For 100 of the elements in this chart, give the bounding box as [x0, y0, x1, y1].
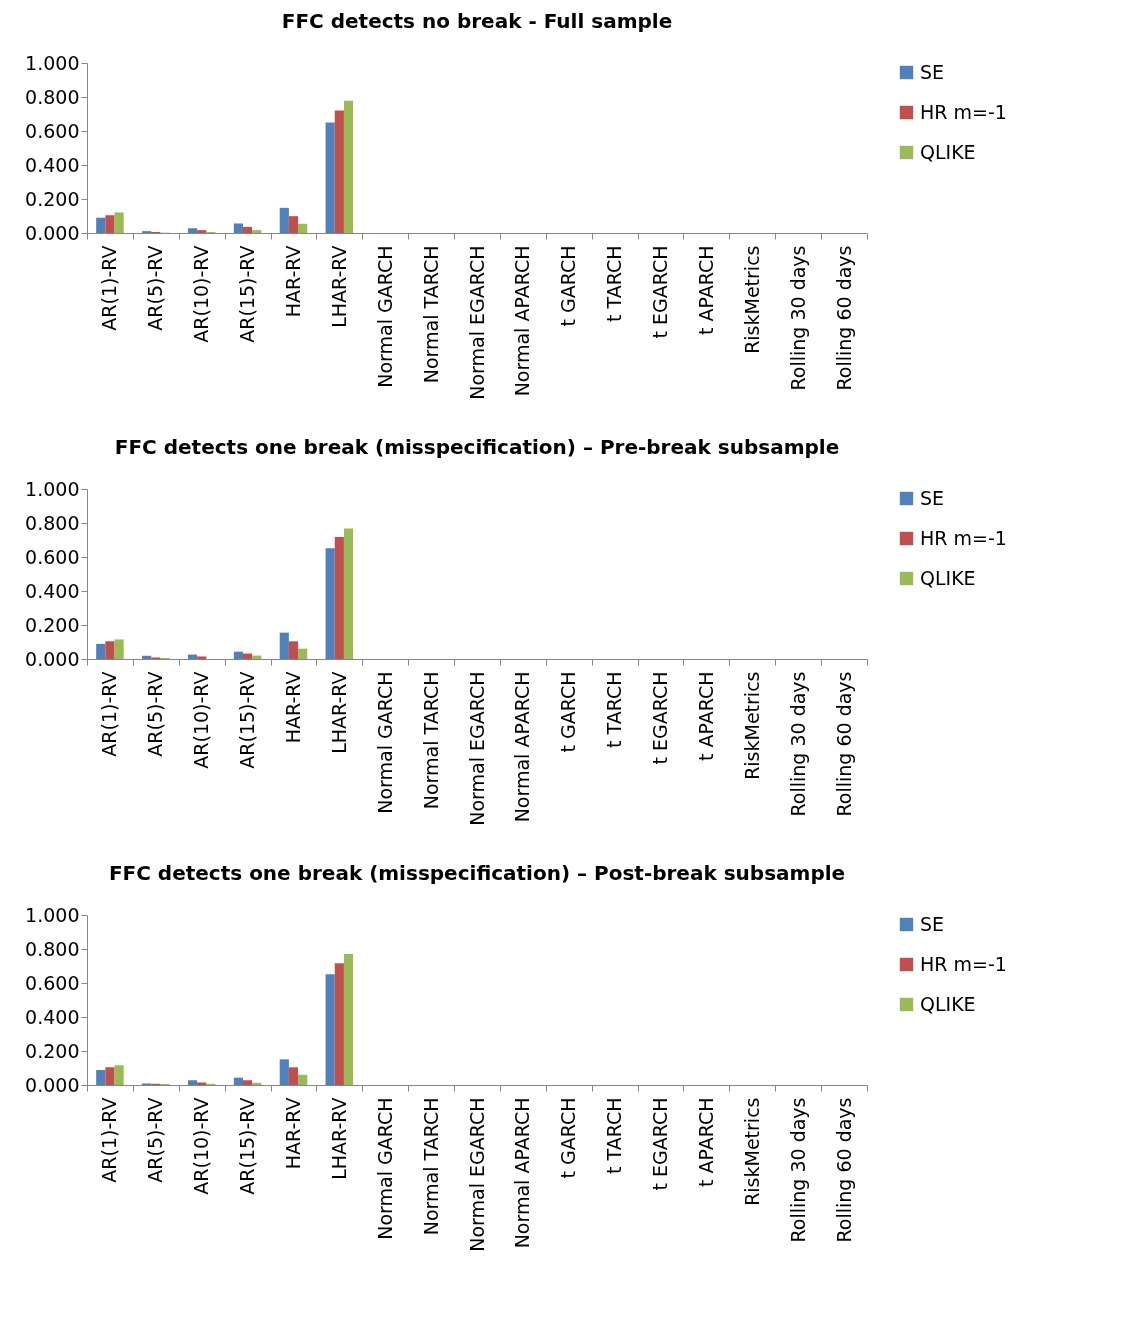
x-tick-label: t GARCH — [557, 245, 580, 327]
bar — [325, 974, 335, 1085]
bar — [114, 212, 124, 233]
y-tick-label: 0.000 — [25, 1073, 80, 1096]
bar — [279, 207, 289, 233]
y-tick-label: 0.200 — [25, 187, 80, 210]
x-tick-label: t EGARCH — [649, 671, 672, 765]
bar — [334, 963, 344, 1085]
bar — [187, 228, 198, 233]
x-tick-label: AR(1)-RV — [98, 245, 121, 331]
bar — [288, 216, 299, 233]
bar — [298, 648, 308, 659]
chart-title: FFC detects one break (misspecification) – Pre-break subsample — [114, 435, 840, 459]
x-tick-label: AR(5)-RV — [144, 1097, 167, 1183]
y-tick-label: 0.200 — [25, 613, 80, 636]
bar — [142, 655, 152, 659]
legend-label: HR m=-1 — [920, 952, 1007, 975]
x-tick-label: t GARCH — [557, 671, 580, 753]
bar — [343, 100, 354, 233]
x-tick-label: HAR-RV — [281, 1097, 304, 1170]
y-tick-label: 0.000 — [25, 647, 80, 670]
x-tick-label: RiskMetrics — [740, 1097, 763, 1206]
bar — [96, 643, 106, 659]
bar — [105, 215, 115, 233]
x-tick-label: Normal GARCH — [373, 1097, 396, 1240]
bar — [252, 230, 262, 233]
x-tick-label: AR(5)-RV — [144, 245, 167, 331]
bar — [96, 1070, 106, 1085]
x-tick-label: Normal EGARCH — [465, 1097, 488, 1252]
bar — [288, 1067, 299, 1085]
x-tick-label: AR(5)-RV — [144, 671, 167, 757]
legend-label: QLIKE — [920, 992, 976, 1015]
legend-label: SE — [920, 60, 945, 83]
legend-label: SE — [920, 912, 945, 935]
bar — [197, 1082, 207, 1085]
x-tick-label: t GARCH — [557, 1097, 580, 1179]
bar — [325, 122, 335, 233]
bar — [243, 1080, 253, 1085]
y-tick-label: 0.400 — [25, 1005, 80, 1028]
bar — [325, 548, 335, 659]
x-tick-label: Normal EGARCH — [465, 245, 488, 400]
x-tick-label: Normal APARCH — [511, 245, 534, 397]
x-tick-label: HAR-RV — [281, 671, 304, 744]
x-tick-label: t TARCH — [603, 1097, 626, 1174]
y-tick-label: 0.600 — [25, 545, 80, 568]
y-tick-label: 0.000 — [25, 221, 80, 244]
y-tick-label: 1.000 — [25, 51, 80, 74]
x-tick-label: t EGARCH — [649, 245, 672, 339]
x-tick-label: t EGARCH — [649, 1097, 672, 1191]
x-tick-label: t TARCH — [603, 245, 626, 322]
x-tick-label: Rolling 60 days — [832, 671, 855, 817]
x-tick-label: AR(15)-RV — [236, 245, 259, 343]
bar — [197, 230, 207, 233]
x-tick-label: AR(1)-RV — [98, 1097, 121, 1183]
legend-label: QLIKE — [920, 566, 976, 589]
x-tick-label: Normal TARCH — [419, 1097, 442, 1236]
y-tick-label: 0.800 — [25, 85, 80, 108]
x-tick-label: Rolling 60 days — [832, 1097, 855, 1243]
legend-label: HR m=-1 — [920, 100, 1007, 123]
y-tick-label: 0.800 — [25, 511, 80, 534]
y-tick-label: 0.400 — [25, 153, 80, 176]
x-tick-label: RiskMetrics — [740, 671, 763, 780]
x-tick-label: LHAR-RV — [327, 671, 350, 754]
x-tick-label: RiskMetrics — [740, 245, 763, 354]
x-tick-label: Normal EGARCH — [465, 671, 488, 826]
chart-title: FFC detects no break - Full sample — [281, 9, 673, 33]
y-tick-label: 1.000 — [25, 903, 80, 926]
x-tick-label: AR(15)-RV — [236, 671, 259, 769]
x-tick-label: Normal APARCH — [511, 1097, 534, 1249]
bar — [233, 223, 243, 233]
x-tick-label: AR(10)-RV — [190, 1097, 213, 1195]
bar — [105, 641, 115, 659]
x-tick-label: Rolling 60 days — [832, 245, 855, 391]
x-tick-label: t APARCH — [694, 671, 717, 762]
bar — [233, 1077, 243, 1085]
bar — [298, 223, 308, 233]
bar — [334, 537, 344, 659]
x-tick-label: Rolling 30 days — [786, 1097, 809, 1243]
bar — [114, 1065, 124, 1085]
bar — [288, 641, 299, 659]
bar — [252, 1082, 262, 1085]
x-tick-label: AR(10)-RV — [190, 245, 213, 343]
bar — [114, 639, 124, 659]
bar — [187, 1080, 198, 1085]
bar — [334, 110, 344, 233]
y-tick-label: 0.600 — [25, 971, 80, 994]
legend-label: SE — [920, 486, 945, 509]
bar — [96, 217, 106, 233]
bar — [343, 528, 354, 659]
x-tick-label: Normal TARCH — [419, 245, 442, 384]
bar — [243, 226, 253, 233]
bar — [105, 1067, 115, 1085]
x-tick-label: Normal APARCH — [511, 671, 534, 823]
bar — [233, 651, 243, 659]
bar — [197, 656, 207, 659]
x-tick-label: AR(1)-RV — [98, 671, 121, 757]
bar — [243, 653, 253, 659]
bar — [279, 1059, 289, 1085]
bar — [279, 632, 289, 659]
x-tick-label: Normal GARCH — [373, 245, 396, 388]
